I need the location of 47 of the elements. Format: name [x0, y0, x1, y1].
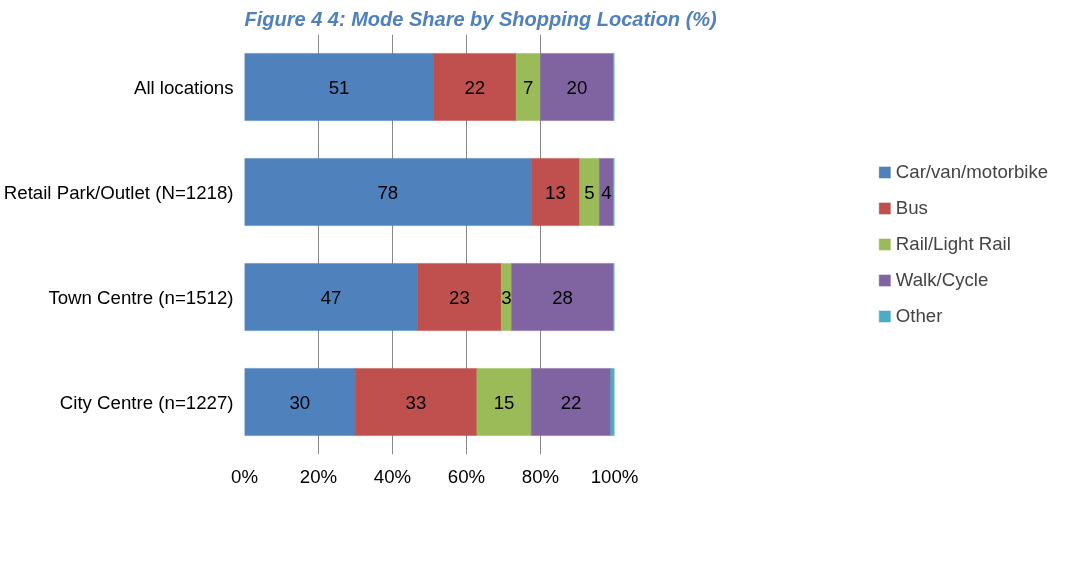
bar [515, 53, 541, 121]
bar [610, 368, 615, 436]
data-label: 7 [523, 76, 534, 98]
bar [244, 263, 418, 331]
bar [476, 368, 532, 436]
bar [531, 158, 580, 226]
bar [417, 263, 502, 331]
bar [511, 263, 614, 331]
bar [244, 158, 532, 226]
chart-title: Figure 4 4: Mode Share by Shopping Location (%) [244, 7, 718, 30]
data-label: 47 [320, 286, 342, 308]
bar [433, 53, 517, 121]
data-label: 22 [560, 391, 582, 413]
bar [540, 53, 614, 121]
data-label: 51 [328, 76, 350, 98]
y-tick-label: All locations [133, 76, 234, 98]
data-label: 78 [377, 181, 399, 203]
bar [579, 158, 600, 226]
data-label: 4 [601, 181, 612, 203]
y-tick-label: Retail Park/Outlet (N=1218) [3, 181, 234, 203]
data-label: 23 [449, 286, 470, 308]
legend-label: Other [895, 305, 943, 327]
legend-label: Car/van/motorbike [895, 161, 1049, 183]
legend-label: Bus [895, 197, 928, 219]
data-label: 22 [464, 76, 486, 98]
y-tick-label: City Centre (n=1227) [59, 391, 234, 413]
x-tick-label: 80% [521, 465, 560, 487]
bar [531, 368, 612, 436]
legend-label: Rail/Light Rail [895, 233, 1011, 255]
y-tick-label: Town Centre (n=1512) [48, 286, 234, 308]
data-label: 20 [566, 76, 588, 98]
bar [244, 53, 434, 121]
data-label: 33 [405, 391, 427, 413]
bar [244, 368, 356, 436]
x-tick-label: 20% [299, 465, 338, 487]
x-tick-label: 40% [373, 465, 412, 487]
legend-label: Walk/Cycle [895, 269, 989, 291]
data-label: 5 [584, 181, 595, 203]
x-tick-label: 0% [231, 465, 258, 487]
data-label: 3 [501, 286, 512, 308]
x-tick-label: 100% [590, 465, 639, 487]
data-label: 28 [552, 286, 573, 308]
x-tick-label: 60% [447, 465, 486, 487]
data-label: 30 [289, 391, 311, 413]
bar [354, 368, 478, 436]
data-label: 13 [545, 181, 566, 203]
data-label: 15 [493, 391, 515, 413]
